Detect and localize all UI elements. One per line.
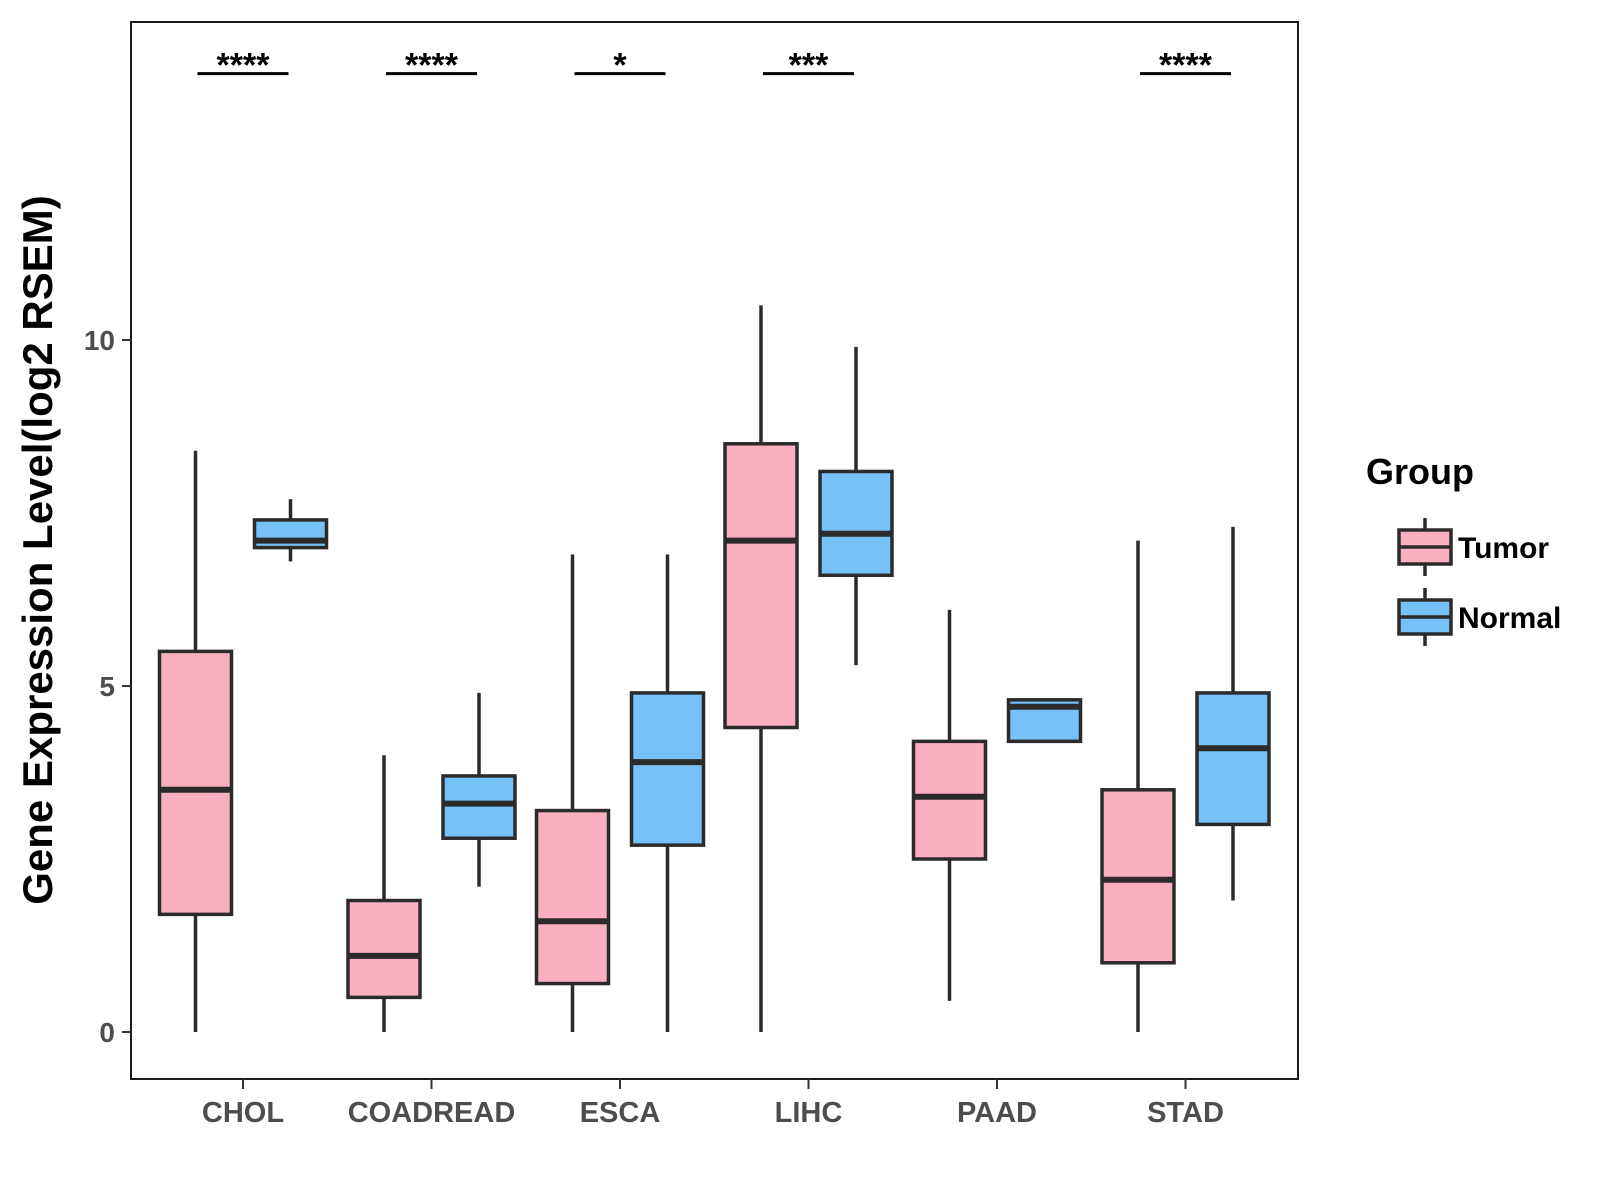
legend-label: Tumor [1458,532,1549,565]
box-body [911,739,988,861]
box-tumor-paad [911,609,988,1001]
box-tumor-coadread [346,755,422,1032]
x-tick-label-stad: STAD [1147,1097,1224,1129]
y-tick-label: 0 [99,1017,115,1048]
x-tick-label-coadread: COADREAD [348,1097,516,1129]
x-axis: CHOL COADREAD ESCA LIHC PAAD STAD [202,1079,1224,1129]
legend-item-normal: Normal [1397,588,1561,646]
box-tumor-esca [534,554,611,1032]
box-body [629,691,706,847]
box-normal-chol [252,499,329,562]
significance-label: **** [217,47,271,85]
legend-label: Normal [1458,602,1561,635]
box-body [157,649,234,917]
x-tick-label-lihc: LIHC [775,1097,843,1129]
x-tick-label-esca: ESCA [580,1097,661,1129]
box-body [818,469,894,578]
y-axis: 0 5 10 [84,325,131,1048]
box-body [441,774,517,840]
box-tumor-lihc [723,305,799,1032]
box-body [534,808,611,986]
box-body [346,898,422,1000]
box-body [1195,691,1271,827]
box-body [1100,788,1176,965]
y-tick-label: 5 [99,671,115,702]
box-normal-paad [1006,698,1083,744]
y-tick-label: 10 [84,325,115,356]
significance-label: *** [789,47,829,85]
legend: Group Tumor Normal [1366,451,1561,646]
legend-title: Group [1366,451,1474,492]
box-normal-stad [1195,526,1271,901]
x-tick-label-paad: PAAD [957,1097,1037,1129]
significance-label: **** [405,47,459,85]
box-tumor-stad [1100,540,1176,1032]
significance-label: **** [1159,47,1213,85]
box-normal-coadread [441,692,517,887]
box-normal-esca [629,554,706,1032]
y-axis-title: Gene Expression Level(log2 RSEM) [14,195,61,905]
plot-marks: **** **** * *** **** [157,47,1271,1032]
x-tick-label-chol: CHOL [202,1097,284,1129]
box-normal-lihc [818,346,894,666]
box-tumor-chol [157,450,234,1032]
box-body [723,442,799,730]
significance-label: * [613,47,627,85]
legend-item-tumor: Tumor [1397,518,1549,576]
